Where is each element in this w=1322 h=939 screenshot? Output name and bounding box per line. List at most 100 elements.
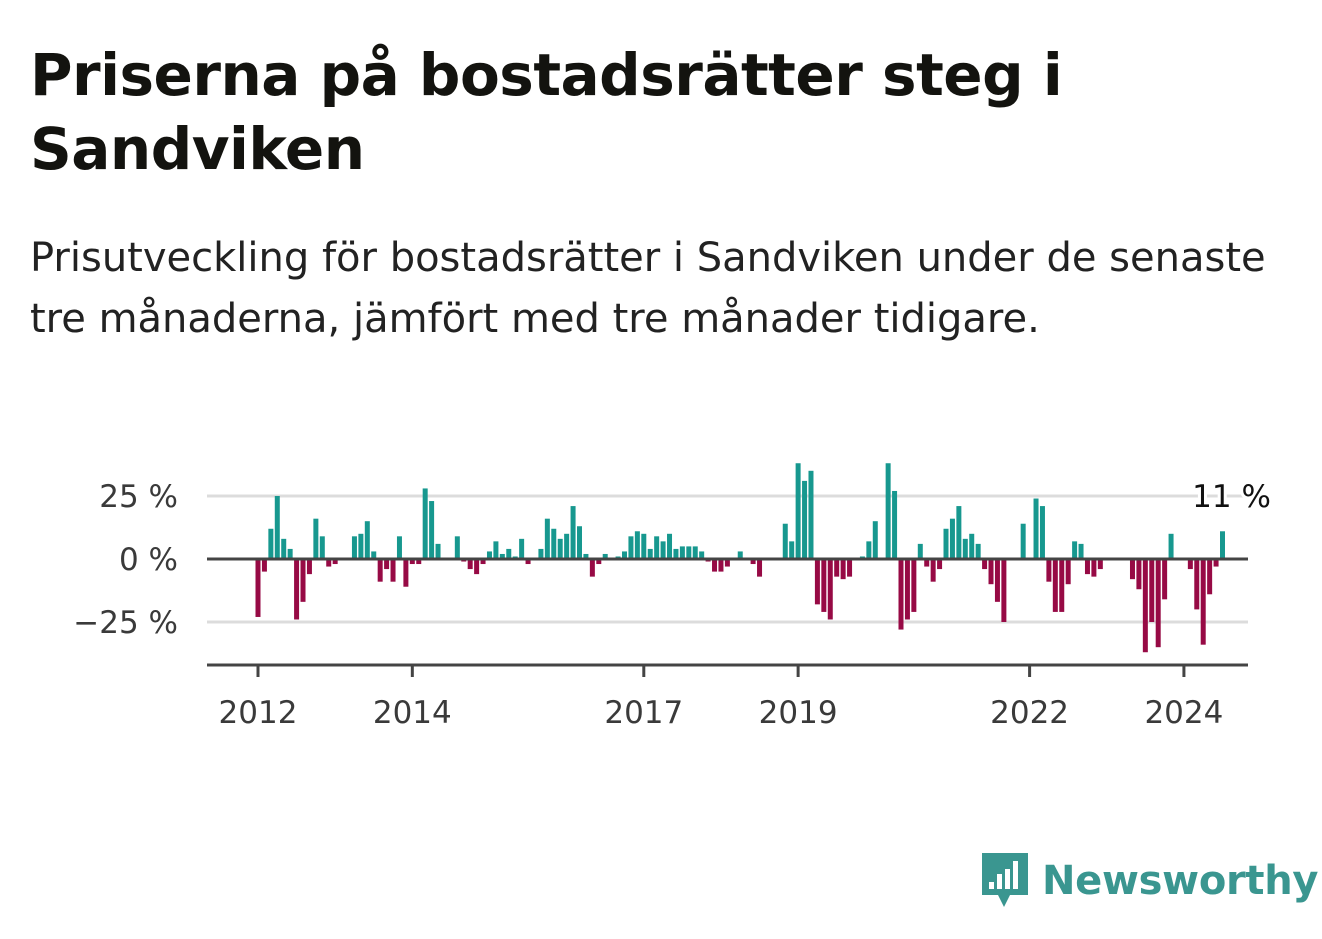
- bar-negative: [1129, 559, 1135, 580]
- x-tick-label: 2024: [1144, 695, 1223, 731]
- bar-positive: [422, 488, 428, 559]
- bar-negative: [1059, 559, 1065, 612]
- bar-negative: [821, 559, 827, 612]
- bar-negative: [930, 559, 936, 582]
- bar-positive: [885, 463, 891, 559]
- axes: 2012 2014 2017 2019 2022 2024 11 %: [207, 476, 1274, 731]
- bar-positive: [917, 543, 923, 559]
- bar-negative: [724, 559, 730, 567]
- bar-positive: [551, 528, 557, 559]
- bar-negative: [1084, 559, 1090, 575]
- bar-negative: [1046, 559, 1052, 582]
- x-tick-label: 2019: [759, 695, 838, 731]
- bar-negative: [332, 559, 338, 565]
- bar-positive: [519, 538, 525, 559]
- bar-positive: [1033, 498, 1039, 559]
- bar-positive: [499, 553, 505, 559]
- bar-negative: [1194, 559, 1200, 610]
- bar-negative: [847, 559, 853, 577]
- bar-positive: [956, 506, 962, 559]
- bar-negative: [827, 559, 833, 620]
- bar-positive: [1220, 531, 1225, 559]
- bar-negative: [1207, 559, 1213, 595]
- newsworthy-bar-chart-icon: [982, 853, 1028, 907]
- bar-positive: [570, 506, 576, 559]
- bar-positive: [699, 551, 705, 559]
- bar-positive: [789, 541, 795, 559]
- logo-text: Newsworthy: [1042, 858, 1319, 904]
- bar-positive: [975, 543, 981, 559]
- bar-positive: [872, 521, 878, 559]
- bar-negative: [306, 559, 312, 575]
- bar-negative: [937, 559, 943, 570]
- bar-positive: [577, 526, 582, 559]
- bar-positive: [1039, 506, 1045, 559]
- bar-negative: [1091, 559, 1097, 577]
- bar-positive: [429, 501, 435, 559]
- bar-negative: [840, 559, 846, 580]
- x-tick-label: 2012: [219, 695, 298, 731]
- bar-positive: [802, 480, 808, 559]
- x-tick-label: 2014: [373, 695, 452, 731]
- bar-positive: [660, 541, 666, 559]
- chart-title: Priserna på bostadsrätter steg i Sandvik…: [30, 41, 1063, 183]
- bar-positive: [557, 538, 563, 559]
- bar-negative: [834, 559, 840, 577]
- bar-positive: [486, 551, 492, 559]
- bar-negative: [1052, 559, 1058, 612]
- bar-positive: [274, 496, 280, 559]
- bar-negative: [596, 559, 602, 565]
- bar-negative: [994, 559, 1000, 602]
- bar-positive: [1168, 533, 1174, 559]
- bar-positive: [281, 538, 287, 559]
- bar-positive: [538, 548, 544, 559]
- bar-positive: [679, 546, 685, 559]
- bar-positive: [506, 548, 512, 559]
- bar-negative: [1149, 559, 1155, 622]
- bar-positive: [396, 536, 402, 559]
- y-tick-label: −25 %: [73, 605, 178, 641]
- bar-positive: [943, 528, 949, 559]
- bar-positive: [319, 536, 325, 559]
- x-tick-label: 2017: [604, 695, 683, 731]
- bar-negative: [384, 559, 390, 570]
- bar-negative: [261, 559, 267, 572]
- bar-positive: [268, 528, 274, 559]
- bar-positive: [969, 533, 975, 559]
- bar-negative: [911, 559, 917, 612]
- bar-positive: [654, 536, 660, 559]
- bar-negative: [255, 559, 261, 617]
- bar-negative: [1136, 559, 1142, 590]
- bar-positive: [808, 470, 814, 559]
- bar-negative: [1162, 559, 1168, 600]
- bar-negative: [750, 559, 756, 565]
- bar-negative: [300, 559, 306, 602]
- bar-positive: [673, 548, 679, 559]
- bar-negative: [898, 559, 904, 630]
- bar-positive: [628, 536, 634, 559]
- bar-negative: [1142, 559, 1148, 653]
- bar-negative: [1097, 559, 1103, 570]
- y-tick-label: 25 %: [99, 479, 178, 515]
- bar-negative: [377, 559, 383, 582]
- bar-negative: [904, 559, 910, 620]
- chart-subtitle: Prisutveckling för bostadsrätter i Sandv…: [30, 235, 1266, 342]
- bar-positive: [435, 543, 441, 559]
- bar-positive: [962, 538, 968, 559]
- bar-positive: [892, 490, 898, 559]
- bar-negative: [1213, 559, 1219, 567]
- bar-positive: [351, 536, 357, 559]
- bar-negative: [1065, 559, 1071, 585]
- bar-positive: [795, 463, 801, 559]
- bar-chart: 25 % 0 % −25 % 2012 2014 2017 2019 2022 2024 11 …: [73, 463, 1274, 731]
- bars: [255, 463, 1225, 653]
- bar-positive: [564, 533, 570, 559]
- bar-positive: [737, 551, 743, 559]
- bar-positive: [686, 546, 692, 559]
- bar-negative: [480, 559, 486, 565]
- bar-positive: [647, 548, 653, 559]
- bar-positive: [782, 523, 788, 559]
- bar-negative: [1200, 559, 1206, 645]
- bar-negative: [1001, 559, 1007, 622]
- bar-positive: [866, 541, 872, 559]
